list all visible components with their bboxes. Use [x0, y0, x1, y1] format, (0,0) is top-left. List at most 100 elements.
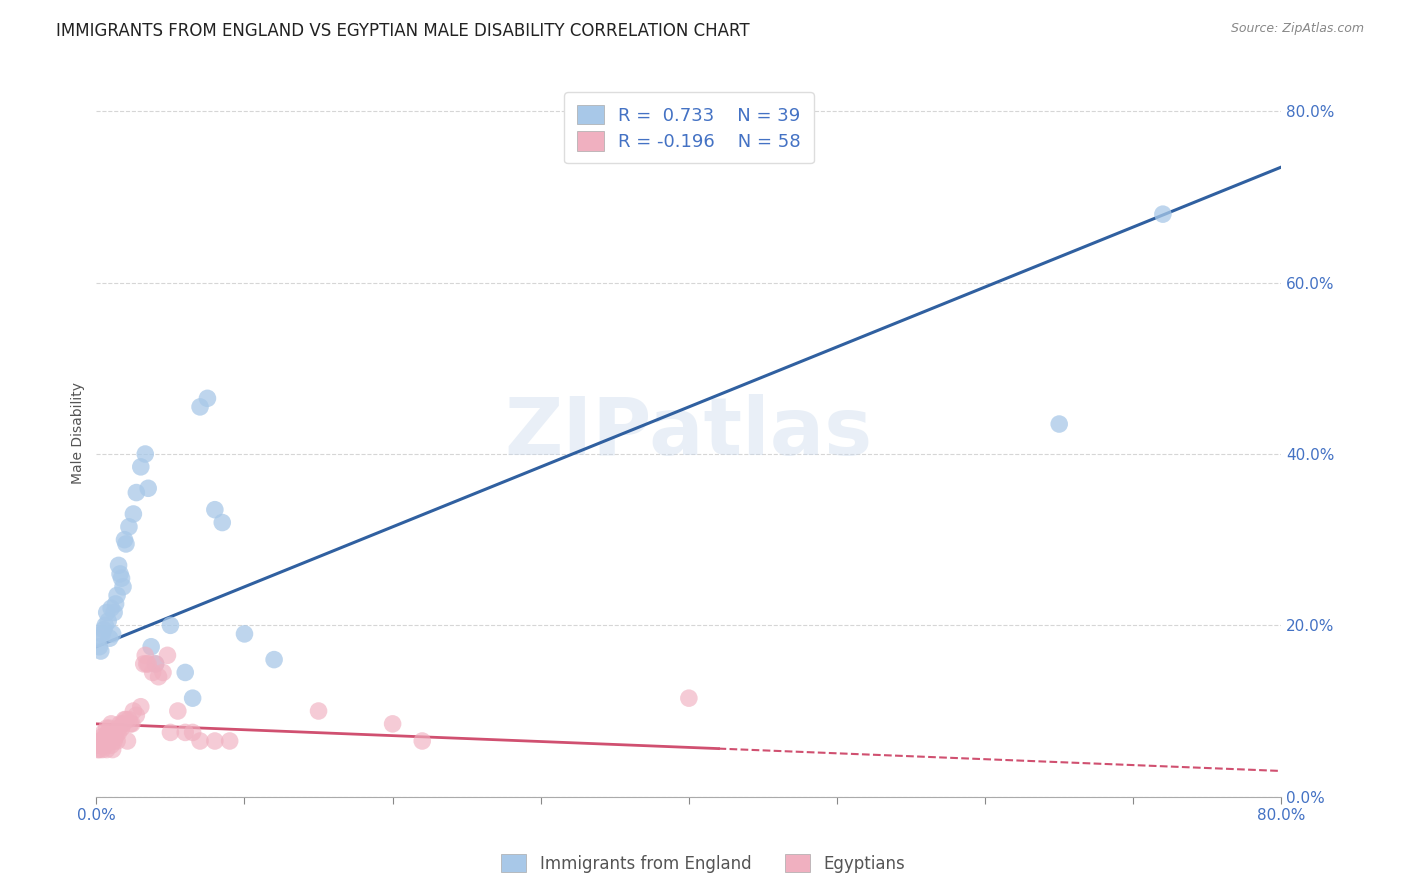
- Point: [159, 618, 181, 632]
- Point: [87, 631, 110, 645]
- Point: [218, 734, 240, 748]
- Point: [114, 713, 136, 727]
- Legend: Immigrants from England, Egyptians: Immigrants from England, Egyptians: [495, 847, 911, 880]
- Legend: R =  0.733    N = 39, R = -0.196    N = 58: R = 0.733 N = 39, R = -0.196 N = 58: [564, 92, 814, 163]
- Point: [125, 708, 148, 723]
- Point: [90, 644, 112, 658]
- Point: [211, 516, 233, 530]
- Text: ZIPatlas: ZIPatlas: [505, 393, 873, 472]
- Point: [111, 717, 134, 731]
- Point: [98, 730, 121, 744]
- Point: [87, 739, 110, 753]
- Point: [411, 734, 433, 748]
- Point: [94, 618, 117, 632]
- Point: [90, 739, 112, 753]
- Point: [100, 601, 122, 615]
- Point: [108, 566, 131, 581]
- Point: [118, 520, 141, 534]
- Point: [129, 459, 152, 474]
- Point: [135, 657, 157, 671]
- Point: [101, 742, 124, 756]
- Point: [134, 648, 156, 663]
- Point: [117, 734, 139, 748]
- Point: [121, 717, 143, 731]
- Point: [115, 537, 138, 551]
- Point: [91, 730, 114, 744]
- Point: [308, 704, 330, 718]
- Point: [132, 657, 155, 671]
- Point: [1047, 417, 1070, 431]
- Point: [188, 400, 211, 414]
- Point: [110, 721, 132, 735]
- Point: [181, 725, 204, 739]
- Point: [148, 670, 170, 684]
- Point: [93, 623, 115, 637]
- Point: [110, 571, 132, 585]
- Point: [97, 734, 120, 748]
- Point: [141, 640, 163, 654]
- Point: [134, 447, 156, 461]
- Point: [100, 739, 122, 753]
- Point: [94, 739, 117, 753]
- Point: [114, 533, 136, 547]
- Point: [142, 665, 165, 680]
- Text: Source: ZipAtlas.com: Source: ZipAtlas.com: [1230, 22, 1364, 36]
- Point: [156, 648, 179, 663]
- Point: [204, 734, 226, 748]
- Point: [94, 730, 117, 744]
- Point: [101, 627, 124, 641]
- Point: [136, 481, 159, 495]
- Point: [181, 691, 204, 706]
- Point: [122, 507, 145, 521]
- Point: [381, 717, 404, 731]
- Point: [118, 713, 141, 727]
- Point: [93, 734, 115, 748]
- Point: [204, 502, 226, 516]
- Point: [263, 652, 285, 666]
- Point: [104, 597, 127, 611]
- Point: [96, 606, 118, 620]
- Point: [103, 734, 125, 748]
- Point: [174, 725, 197, 739]
- Point: [125, 485, 148, 500]
- Point: [107, 725, 129, 739]
- Point: [107, 721, 129, 735]
- Point: [96, 721, 118, 735]
- Point: [104, 730, 127, 744]
- Point: [145, 657, 167, 671]
- Point: [197, 392, 219, 406]
- Point: [90, 734, 112, 748]
- Point: [89, 734, 111, 748]
- Point: [98, 721, 121, 735]
- Point: [159, 725, 181, 739]
- Point: [100, 717, 122, 731]
- Point: [93, 725, 115, 739]
- Point: [91, 627, 114, 641]
- Point: [87, 742, 110, 756]
- Point: [188, 734, 211, 748]
- Point: [122, 704, 145, 718]
- Point: [152, 665, 174, 680]
- Point: [166, 704, 188, 718]
- Point: [105, 588, 128, 602]
- Point: [98, 631, 121, 645]
- Point: [111, 580, 134, 594]
- Point: [174, 665, 197, 680]
- Point: [89, 742, 111, 756]
- Y-axis label: Male Disability: Male Disability: [72, 382, 86, 483]
- Point: [96, 742, 118, 756]
- Text: IMMIGRANTS FROM ENGLAND VS EGYPTIAN MALE DISABILITY CORRELATION CHART: IMMIGRANTS FROM ENGLAND VS EGYPTIAN MALE…: [56, 22, 749, 40]
- Point: [233, 627, 256, 641]
- Point: [107, 558, 129, 573]
- Point: [120, 717, 142, 731]
- Point: [97, 725, 120, 739]
- Point: [91, 742, 114, 756]
- Point: [97, 614, 120, 628]
- Point: [105, 734, 128, 748]
- Point: [129, 699, 152, 714]
- Point: [145, 657, 167, 671]
- Point: [108, 717, 131, 731]
- Point: [136, 657, 159, 671]
- Point: [89, 640, 111, 654]
- Point: [115, 713, 138, 727]
